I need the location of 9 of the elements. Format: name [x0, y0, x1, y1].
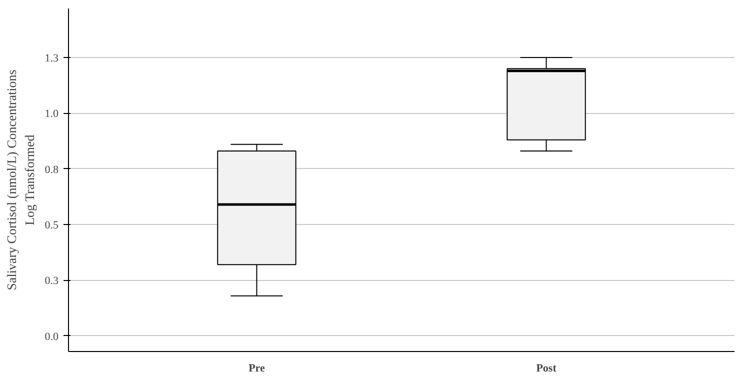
y-tick-label: 0.3	[44, 275, 59, 288]
y-tick-label: 0.0	[44, 330, 59, 343]
x-tick-label: Pre	[248, 362, 265, 374]
y-tick-label: 1.3	[44, 52, 59, 64]
y-tick-label: 1.0	[44, 108, 59, 120]
x-tick-label: Post	[536, 362, 557, 374]
y-axis-title: Salivary Cortisol (nmol/L) Concentrations Log Transformed	[4, 70, 37, 290]
y-tick-label: 0.5	[44, 220, 59, 232]
y-tick-label: 0.8	[44, 164, 59, 176]
